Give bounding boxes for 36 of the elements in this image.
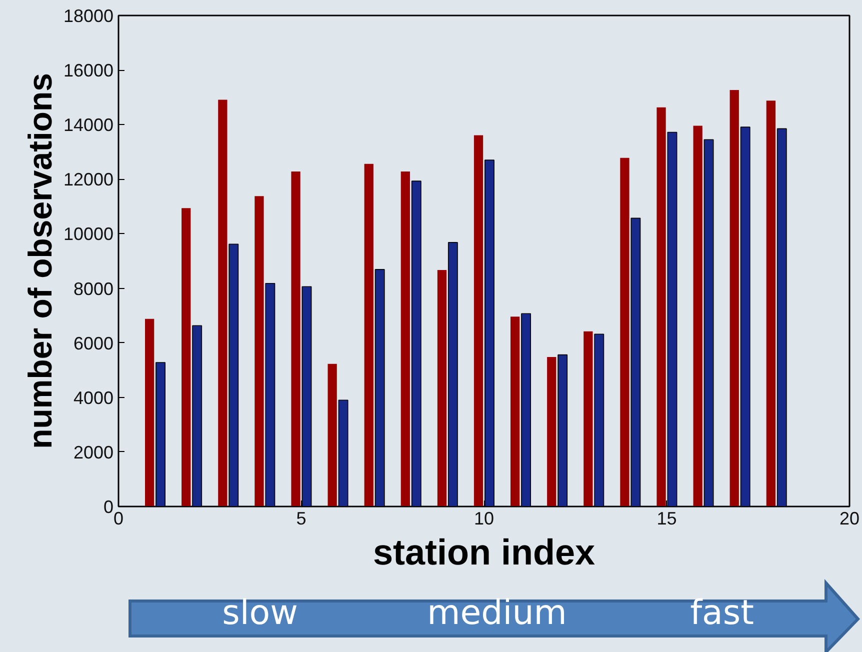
bar <box>474 135 484 506</box>
x-tick-label: 20 <box>839 508 860 528</box>
bar <box>328 364 337 506</box>
bar <box>145 318 154 506</box>
bar <box>182 208 191 506</box>
x-tick-label: 10 <box>474 508 494 528</box>
text: fast <box>690 592 754 635</box>
y-tick-label: 10000 <box>63 224 114 244</box>
y-tick-label: 12000 <box>63 170 114 190</box>
y-tick-label: 18000 <box>63 6 114 26</box>
x-tick-label: 5 <box>296 508 306 528</box>
bar <box>437 270 447 506</box>
bar <box>218 100 228 506</box>
bar <box>584 331 593 506</box>
y-tick-label: 14000 <box>63 115 114 136</box>
bar <box>254 196 264 506</box>
bar <box>364 164 374 506</box>
text: medium <box>427 592 567 635</box>
text: slow <box>222 592 298 635</box>
y-tick-label: 16000 <box>63 60 114 81</box>
y-tick-label: 4000 <box>73 388 114 408</box>
bar <box>547 357 556 506</box>
y-axis-title: number of observations <box>21 73 58 449</box>
x-tick-label: 15 <box>656 508 677 528</box>
y-tick-label: 2000 <box>73 442 114 462</box>
bar <box>693 126 702 506</box>
y-tick-label: 8000 <box>73 278 114 299</box>
bar <box>291 172 300 506</box>
bar <box>730 90 739 506</box>
bar <box>400 172 410 506</box>
x-axis-title: station index <box>372 532 596 572</box>
y-tick-label: 6000 <box>73 333 114 354</box>
bar <box>510 316 520 506</box>
bar <box>766 100 776 506</box>
bar <box>620 158 630 506</box>
bar <box>656 107 666 506</box>
